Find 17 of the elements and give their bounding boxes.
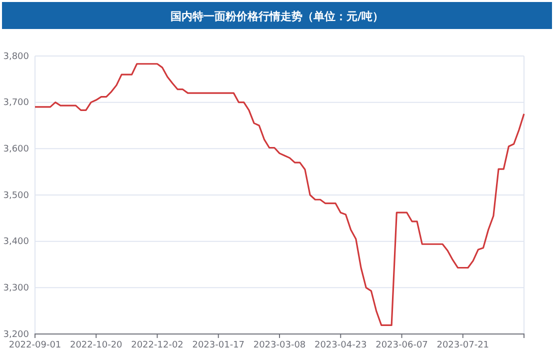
y-tick-label: 3,800 — [3, 52, 30, 62]
x-tick-label: 2022-12-02 — [131, 340, 184, 350]
y-tick-label: 3,300 — [3, 284, 30, 294]
line-series — [34, 63, 525, 326]
chart-title: 国内特一面粉价格行情走势（单位：元/吨） — [170, 10, 384, 23]
x-tick-label: 2022-09-01 — [8, 340, 62, 350]
x-tick-label: 2023-04-23 — [314, 340, 367, 350]
x-tick-label: 2022-10-20 — [70, 340, 123, 350]
y-tick-label: 3,700 — [3, 98, 30, 108]
y-tick-label: 3,600 — [3, 144, 30, 155]
y-tick-label: 3,200 — [3, 330, 30, 340]
x-tick-label: 2023-07-21 — [436, 340, 490, 350]
x-tick-label: 2023-03-08 — [253, 340, 306, 350]
x-tick-label: 2023-06-07 — [376, 340, 428, 350]
y-tick-label: 3,500 — [3, 190, 30, 201]
x-tick-label: 2023-01-17 — [192, 340, 245, 350]
y-tick-label: 3,400 — [3, 237, 30, 248]
